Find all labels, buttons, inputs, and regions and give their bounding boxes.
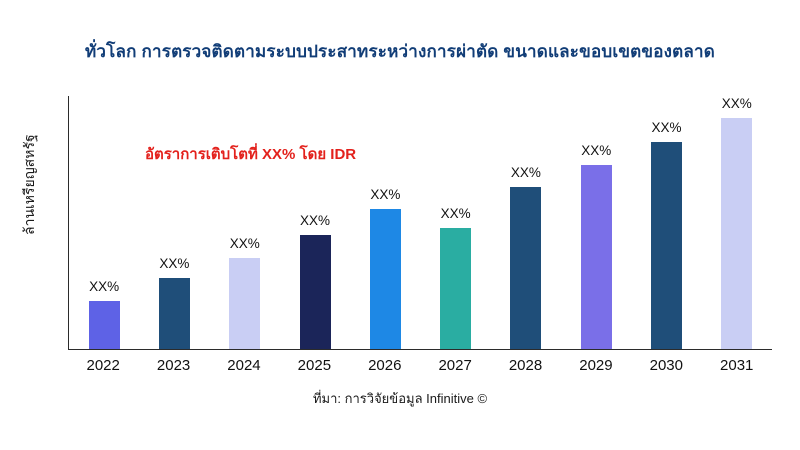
source-text: ที่มา: การวิจัยข้อมูล Infinitive © <box>312 391 488 406</box>
bar-value-label: XX% <box>440 205 471 221</box>
plot-area: อัตราการเติบโตที่ XX% โดย IDR XX% XX% XX% X… <box>68 96 772 350</box>
bar-value-label: XX% <box>159 256 190 272</box>
x-tick-label: 2026 <box>368 357 402 374</box>
bar-column: XX% <box>280 96 350 349</box>
bar <box>651 141 683 349</box>
bar <box>158 278 190 349</box>
x-tick-label: 2027 <box>438 357 472 374</box>
bar-column: XX% <box>69 96 139 349</box>
bar-value-label: XX% <box>581 142 612 158</box>
x-tick-label: 2031 <box>720 357 754 374</box>
chart-title: ทั่วโลก การตรวจติดตามระบบประสาทระหว่างกา… <box>84 42 715 61</box>
x-tick-label: 2030 <box>649 357 683 374</box>
bar-column: XX% <box>702 96 772 349</box>
bar <box>580 164 612 349</box>
bar <box>440 227 472 349</box>
x-tick-label: 2023 <box>156 357 191 374</box>
bar-column: XX% <box>561 96 631 349</box>
bar-column: XX% <box>210 96 280 349</box>
bar-value-label: XX% <box>510 165 541 181</box>
bar-value-label: XX% <box>370 187 401 203</box>
bar-value-label: XX% <box>89 279 120 295</box>
x-tick-label: 2024 <box>227 357 261 374</box>
bar <box>299 234 331 349</box>
bar <box>721 118 753 349</box>
bar <box>229 257 261 349</box>
x-axis-ticks: 2022 2023 2024 2025 2026 2027 2028 2029 2030 2031 <box>68 357 772 374</box>
x-tick-label: 2022 <box>86 357 120 374</box>
bar-column: XX% <box>421 96 491 349</box>
bar <box>510 187 542 349</box>
x-tick-label: 2029 <box>579 357 613 374</box>
bar-value-label: XX% <box>229 235 260 251</box>
y-axis-label: ล้านเหรียญสหรัฐ <box>21 134 37 236</box>
bar-value-label: XX% <box>300 212 331 228</box>
plot-wrap: อัตราการเติบโตที่ XX% โดย IDR XX% XX% XX% X… <box>68 96 772 374</box>
bar-column: XX% <box>632 96 702 349</box>
bar-column: XX% <box>350 96 420 349</box>
x-tick-label: 2028 <box>508 357 543 374</box>
bar-column: XX% <box>139 96 209 349</box>
bar-value-label: XX% <box>651 119 682 135</box>
growth-annotation: อัตราการเติบโตที่ XX% โดย IDR <box>145 146 357 163</box>
bar-value-label: XX% <box>721 96 752 111</box>
bar <box>369 209 401 349</box>
bar-column: XX% <box>491 96 561 349</box>
x-tick-label: 2025 <box>297 357 332 374</box>
bar <box>88 301 120 349</box>
